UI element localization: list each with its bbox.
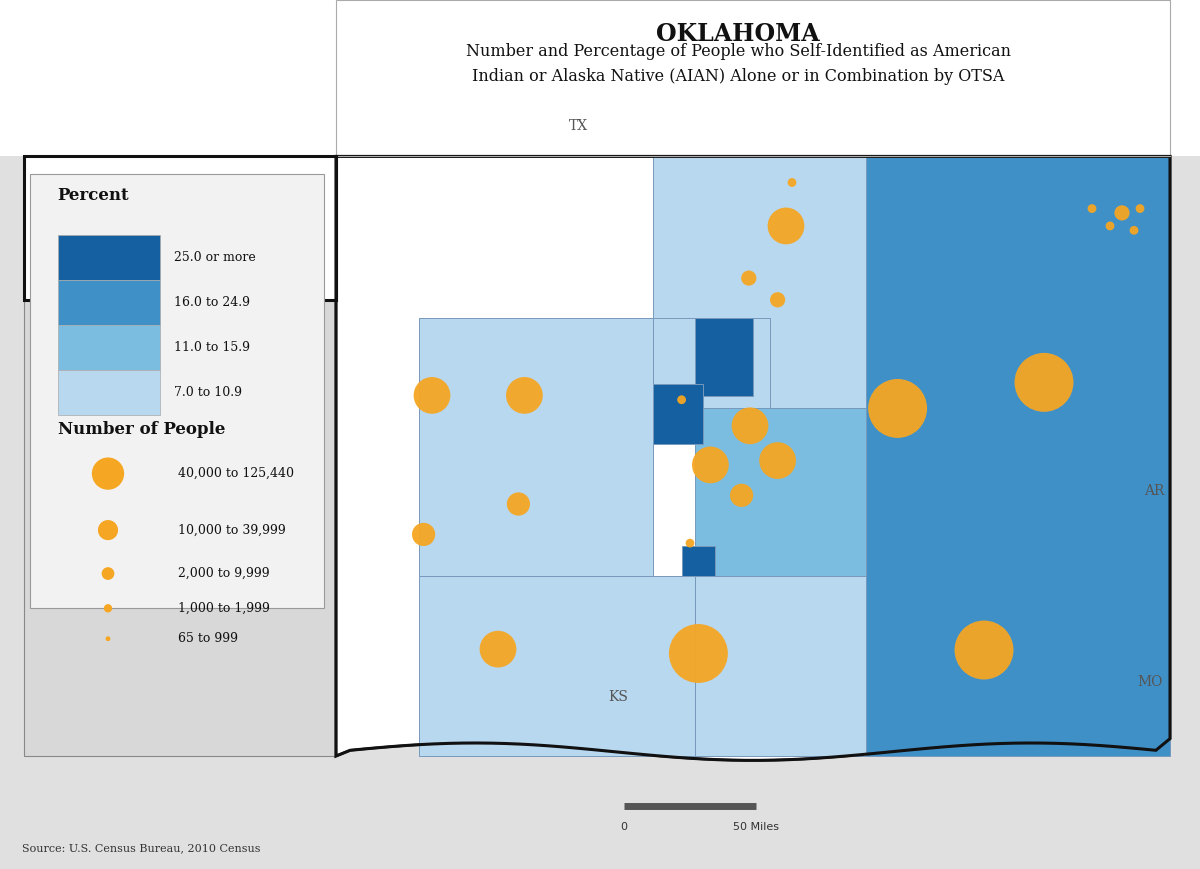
- FancyBboxPatch shape: [336, 0, 1170, 157]
- Point: [689, 647, 708, 660]
- FancyBboxPatch shape: [58, 235, 160, 280]
- Polygon shape: [695, 318, 754, 396]
- Polygon shape: [653, 384, 703, 444]
- Text: 10,000 to 39,999: 10,000 to 39,999: [178, 524, 286, 536]
- Polygon shape: [653, 318, 769, 408]
- Text: 7.0 to 10.9: 7.0 to 10.9: [174, 387, 242, 399]
- Polygon shape: [682, 547, 715, 607]
- Point: [1124, 223, 1144, 237]
- Point: [672, 393, 691, 407]
- Text: MO: MO: [1136, 675, 1163, 689]
- Point: [422, 388, 442, 402]
- Point: [768, 293, 787, 307]
- Point: [1112, 206, 1132, 220]
- Text: Number and Percentage of People who Self-Identified as American
Indian or Alaska: Number and Percentage of People who Self…: [466, 43, 1010, 85]
- Point: [701, 458, 720, 472]
- Point: [732, 488, 751, 502]
- Point: [974, 643, 994, 657]
- FancyBboxPatch shape: [58, 280, 160, 325]
- Text: 25.0 or more: 25.0 or more: [174, 251, 256, 263]
- Point: [1130, 202, 1150, 216]
- Polygon shape: [420, 576, 695, 756]
- Point: [776, 219, 796, 233]
- Point: [888, 401, 907, 415]
- Point: [98, 632, 118, 646]
- FancyBboxPatch shape: [24, 300, 336, 756]
- Polygon shape: [653, 156, 865, 408]
- Point: [1082, 202, 1102, 216]
- Point: [1100, 219, 1120, 233]
- Point: [488, 642, 508, 656]
- Text: 16.0 to 24.9: 16.0 to 24.9: [174, 296, 250, 308]
- Text: Number of People: Number of People: [58, 421, 224, 439]
- Polygon shape: [420, 318, 653, 576]
- FancyBboxPatch shape: [58, 325, 160, 370]
- Text: Source: U.S. Census Bureau, 2010 Census: Source: U.S. Census Bureau, 2010 Census: [22, 843, 260, 853]
- Text: 0: 0: [620, 822, 628, 833]
- Point: [1034, 375, 1054, 389]
- Text: TX: TX: [569, 119, 588, 133]
- Text: 40,000 to 125,440: 40,000 to 125,440: [178, 468, 294, 480]
- Point: [782, 176, 802, 189]
- Polygon shape: [24, 156, 336, 300]
- Text: OKLAHOMA: OKLAHOMA: [656, 22, 820, 46]
- Text: AR: AR: [1145, 484, 1164, 498]
- Point: [98, 467, 118, 481]
- Point: [739, 271, 758, 285]
- Point: [98, 601, 118, 615]
- Polygon shape: [336, 156, 1170, 760]
- Point: [740, 419, 760, 433]
- Polygon shape: [865, 156, 1170, 756]
- Polygon shape: [695, 576, 865, 756]
- Polygon shape: [695, 408, 865, 576]
- Point: [509, 497, 528, 511]
- Text: CO: CO: [55, 480, 77, 494]
- Point: [414, 527, 433, 541]
- Point: [768, 454, 787, 468]
- FancyBboxPatch shape: [30, 174, 324, 608]
- Point: [680, 536, 700, 550]
- FancyBboxPatch shape: [0, 0, 1200, 156]
- Text: KS: KS: [608, 690, 628, 704]
- Point: [98, 523, 118, 537]
- Text: 65 to 999: 65 to 999: [178, 633, 238, 645]
- Text: 2,000 to 9,999: 2,000 to 9,999: [178, 567, 269, 580]
- Point: [515, 388, 534, 402]
- Text: 1,000 to 1,999: 1,000 to 1,999: [178, 602, 270, 614]
- Text: Percent: Percent: [58, 187, 130, 204]
- Text: 50 Miles: 50 Miles: [733, 822, 779, 833]
- Text: 11.0 to 15.9: 11.0 to 15.9: [174, 342, 250, 354]
- Point: [98, 567, 118, 580]
- FancyBboxPatch shape: [58, 370, 160, 415]
